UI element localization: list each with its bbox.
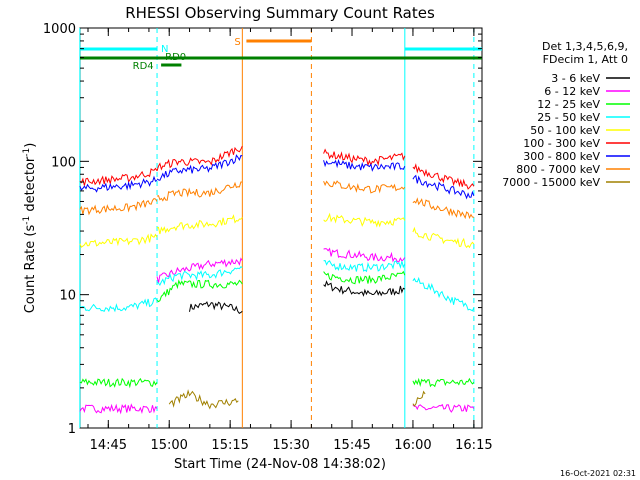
axes: 14:45 15:00 15:15 15:30 15:45 16:00 16:15 1 10 10…: [43, 22, 493, 453]
series-line: [156, 279, 243, 303]
series-line: [412, 377, 475, 388]
series-line: [79, 403, 158, 415]
y-axis-label: Count Rate (s-1 detector-1): [22, 143, 38, 314]
x-tick-label: 16:15: [455, 438, 492, 453]
series-line: [323, 280, 406, 297]
series-line: [412, 226, 475, 249]
series-800-7000-kev: [79, 180, 475, 220]
series-line: [323, 247, 406, 263]
series-line: [156, 257, 243, 283]
x-tick-label: 15:30: [272, 438, 309, 453]
y-axis-label-sup1: -1: [22, 216, 32, 225]
series-line: [323, 180, 406, 194]
legend-label: 7000 - 15000 keV: [502, 176, 600, 189]
chart-title: RHESSI Observing Summary Count Rates: [125, 4, 435, 22]
flag-label-rd0: RD0: [165, 52, 186, 63]
x-tick-label: 15:45: [333, 438, 370, 453]
x-tick-label: 15:00: [150, 438, 187, 453]
day-night-markers: [79, 28, 475, 428]
flag-label-rd4: RD4: [133, 61, 154, 72]
series-6-12-kev: [79, 247, 475, 415]
series-line: [79, 198, 158, 216]
series-line: [412, 163, 475, 190]
series-3-6-kev: [189, 280, 406, 314]
y-tick-label: 1: [68, 422, 76, 437]
series-line: [79, 175, 158, 193]
y-axis-label-part1: Count Rate (s: [23, 225, 38, 314]
x-tick-label: 16:00: [394, 438, 431, 453]
y-axis-label-part3: ): [23, 143, 38, 148]
flag-label-s: S: [234, 37, 240, 48]
series-line: [412, 276, 475, 312]
legend: Det 1,3,4,5,6,9,FDecim 1, Att 0 3 - 6 keV…: [502, 40, 630, 189]
legend-label: 12 - 25 keV: [537, 98, 600, 111]
legend-label: 300 - 800 keV: [523, 150, 600, 163]
flag-bars: N S RD0 RD4: [80, 37, 482, 72]
series-12-25-kev: [79, 270, 475, 389]
series-line: [79, 377, 158, 389]
y-tick-label: 1000: [43, 22, 76, 37]
series-line: [412, 403, 475, 413]
series-line: [323, 158, 406, 172]
legend-header: Det 1,3,4,5,6,9,: [542, 40, 628, 53]
series-line: [412, 197, 475, 220]
series-25-50-kev: [79, 260, 475, 313]
series-line: [79, 167, 158, 186]
series-line: [79, 233, 158, 248]
series-line: [412, 174, 475, 200]
series-100-300-kev: [79, 145, 475, 190]
series-line: [156, 266, 243, 286]
series-line: [323, 270, 406, 285]
series-line: [323, 212, 406, 228]
series-line: [412, 390, 426, 407]
legend-label: 50 - 100 keV: [530, 124, 600, 137]
flag-label-n: N: [161, 44, 168, 55]
x-tick-label: 15:15: [211, 438, 248, 453]
series-line: [156, 154, 243, 181]
legend-label: 3 - 6 keV: [551, 72, 600, 85]
series-line: [323, 148, 406, 167]
series-line: [156, 145, 243, 172]
series-line: [168, 389, 239, 410]
series-7000-15000-kev: [168, 389, 426, 410]
series-50-100-kev: [79, 212, 475, 249]
series-line: [156, 214, 243, 235]
legend-label: 25 - 50 keV: [537, 111, 600, 124]
legend-header: FDecim 1, Att 0: [543, 53, 628, 66]
timestamp: 16-Oct-2021 02:31: [560, 469, 636, 478]
series-line: [189, 301, 243, 314]
series-line: [323, 260, 406, 273]
y-tick-label: 10: [59, 289, 76, 304]
series-300-800-kev: [79, 154, 475, 200]
y-axis-label-sup2: -1: [22, 148, 32, 157]
legend-label: 100 - 300 keV: [523, 137, 600, 150]
series-line: [156, 181, 243, 202]
series-line: [79, 297, 158, 313]
y-axis-label-part2: detector: [23, 156, 38, 216]
legend-label: 800 - 7000 keV: [516, 163, 600, 176]
plot-area: N S RD0 RD4: [79, 27, 483, 429]
x-axis-label: Start Time (24-Nov-08 14:38:02): [174, 457, 386, 472]
y-tick-label: 100: [51, 155, 76, 170]
x-tick-label: 14:45: [90, 438, 127, 453]
legend-label: 6 - 12 keV: [544, 85, 600, 98]
series-layer: [79, 145, 475, 415]
